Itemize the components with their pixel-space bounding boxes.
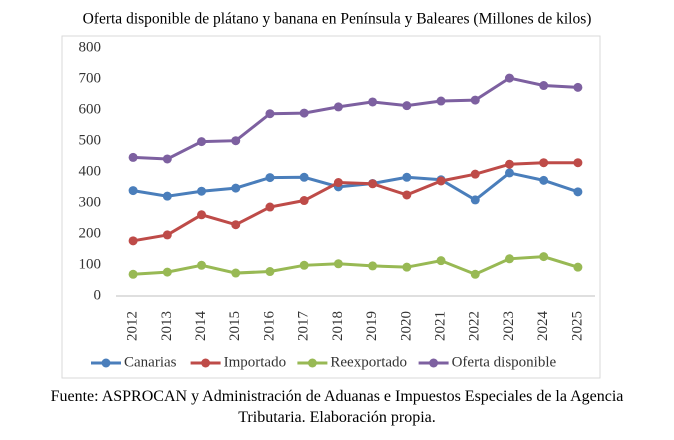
x-tick-label: 2015 [227, 311, 243, 341]
data-point [197, 260, 207, 270]
data-point [539, 175, 549, 185]
x-tick-label: 2022 [467, 311, 483, 341]
y-tick-label: 500 [79, 132, 102, 148]
chart-title: Oferta disponible de plátano y banana en… [83, 11, 592, 28]
x-tick-label: 2014 [193, 311, 209, 342]
data-point [128, 269, 138, 279]
data-point [402, 172, 412, 182]
x-tick-label: 2023 [501, 311, 517, 341]
data-point [436, 256, 446, 266]
data-point [333, 178, 343, 188]
data-point [368, 179, 378, 189]
data-point [402, 101, 412, 111]
source-note: Fuente: ASPROCAN y Administración de Adu… [50, 388, 624, 426]
data-point [265, 173, 275, 183]
data-point [128, 186, 138, 196]
data-point [299, 172, 309, 182]
data-point [299, 196, 309, 206]
data-point [539, 158, 549, 168]
x-tick-label: 2016 [261, 311, 277, 342]
y-tick-label: 300 [79, 194, 102, 210]
y-tick-label: 0 [94, 287, 102, 303]
data-point [539, 81, 549, 91]
data-point [299, 108, 309, 118]
data-point [162, 230, 172, 240]
data-point [504, 168, 514, 178]
data-point [470, 169, 480, 179]
data-point [470, 269, 480, 279]
x-tick-label: 2012 [125, 311, 141, 341]
x-tick-label: 2013 [159, 311, 175, 341]
data-point [573, 187, 583, 197]
data-point [573, 262, 583, 272]
legend-label: Importado [224, 354, 286, 370]
data-point [265, 202, 275, 212]
y-tick-label: 400 [79, 163, 102, 179]
data-point [231, 136, 241, 146]
data-point [470, 95, 480, 105]
legend-marker [201, 358, 211, 368]
data-point [436, 96, 446, 106]
chart: Oferta disponible de plátano y banana en… [61, 11, 601, 379]
y-tick-label: 700 [79, 70, 102, 86]
legend-marker [307, 358, 317, 368]
legend-label: Reexportado [330, 354, 407, 370]
data-point [402, 190, 412, 200]
chart-frame [61, 35, 601, 379]
legend-marker [101, 358, 111, 368]
data-point [231, 268, 241, 278]
data-point [504, 254, 514, 264]
data-point [128, 236, 138, 246]
data-point [573, 82, 583, 92]
data-point [162, 267, 172, 277]
data-point [231, 183, 241, 193]
data-point [368, 261, 378, 271]
data-point [402, 262, 412, 272]
data-point [197, 186, 207, 196]
x-tick-label: 2020 [398, 311, 414, 341]
data-point [333, 102, 343, 112]
data-point [573, 158, 583, 168]
data-point [197, 137, 207, 147]
x-tick-label: 2021 [432, 311, 448, 341]
legend-label: Canarias [124, 354, 177, 370]
series-line [132, 161, 578, 243]
data-point [162, 154, 172, 164]
series-line [133, 76, 578, 161]
x-tick-label: 2025 [569, 311, 585, 341]
data-point [299, 260, 309, 270]
data-point [265, 267, 275, 277]
legend-marker [429, 358, 439, 368]
y-tick-label: 800 [79, 39, 102, 55]
data-point [470, 195, 480, 205]
series-line [133, 255, 579, 276]
data-point [539, 252, 549, 262]
x-tick-label: 2018 [330, 311, 346, 341]
data-point [333, 259, 343, 269]
y-tick-label: 200 [79, 225, 102, 241]
data-point [504, 73, 514, 83]
x-tick-label: 2019 [364, 311, 380, 341]
data-point [128, 152, 138, 162]
data-point [436, 176, 446, 186]
series-line [132, 171, 579, 202]
data-point [504, 159, 514, 169]
y-tick-label: 600 [79, 101, 102, 117]
data-point [368, 97, 378, 107]
x-tick-label: 2024 [535, 311, 551, 342]
data-point [231, 220, 241, 230]
data-point [265, 109, 275, 119]
legend-label: Oferta disponible [452, 354, 557, 370]
data-point [162, 191, 172, 201]
x-tick-label: 2017 [296, 311, 312, 342]
y-tick-label: 100 [79, 256, 102, 272]
data-point [197, 210, 207, 220]
